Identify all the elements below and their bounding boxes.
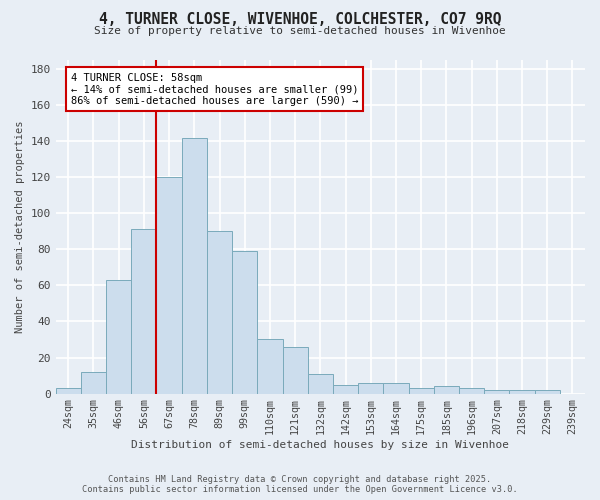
Bar [509, 390, 535, 394]
Bar [106, 280, 131, 394]
Bar [459, 388, 484, 394]
Text: Contains HM Land Registry data © Crown copyright and database right 2025.
Contai: Contains HM Land Registry data © Crown c… [82, 474, 518, 494]
Bar [56, 388, 81, 394]
Bar [157, 177, 182, 394]
Bar [535, 390, 560, 394]
Text: 4 TURNER CLOSE: 58sqm
← 14% of semi-detached houses are smaller (99)
86% of semi: 4 TURNER CLOSE: 58sqm ← 14% of semi-deta… [71, 72, 358, 106]
Bar [308, 374, 333, 394]
Bar [232, 251, 257, 394]
Bar [484, 390, 509, 394]
Text: Size of property relative to semi-detached houses in Wivenhoe: Size of property relative to semi-detach… [94, 26, 506, 36]
Bar [131, 230, 157, 394]
Bar [182, 138, 207, 394]
Text: 4, TURNER CLOSE, WIVENHOE, COLCHESTER, CO7 9RQ: 4, TURNER CLOSE, WIVENHOE, COLCHESTER, C… [99, 12, 501, 28]
Bar [283, 346, 308, 394]
X-axis label: Distribution of semi-detached houses by size in Wivenhoe: Distribution of semi-detached houses by … [131, 440, 509, 450]
Bar [358, 383, 383, 394]
Bar [81, 372, 106, 394]
Bar [207, 232, 232, 394]
Bar [333, 384, 358, 394]
Bar [257, 340, 283, 394]
Bar [383, 383, 409, 394]
Y-axis label: Number of semi-detached properties: Number of semi-detached properties [15, 120, 25, 333]
Bar [409, 388, 434, 394]
Bar [434, 386, 459, 394]
